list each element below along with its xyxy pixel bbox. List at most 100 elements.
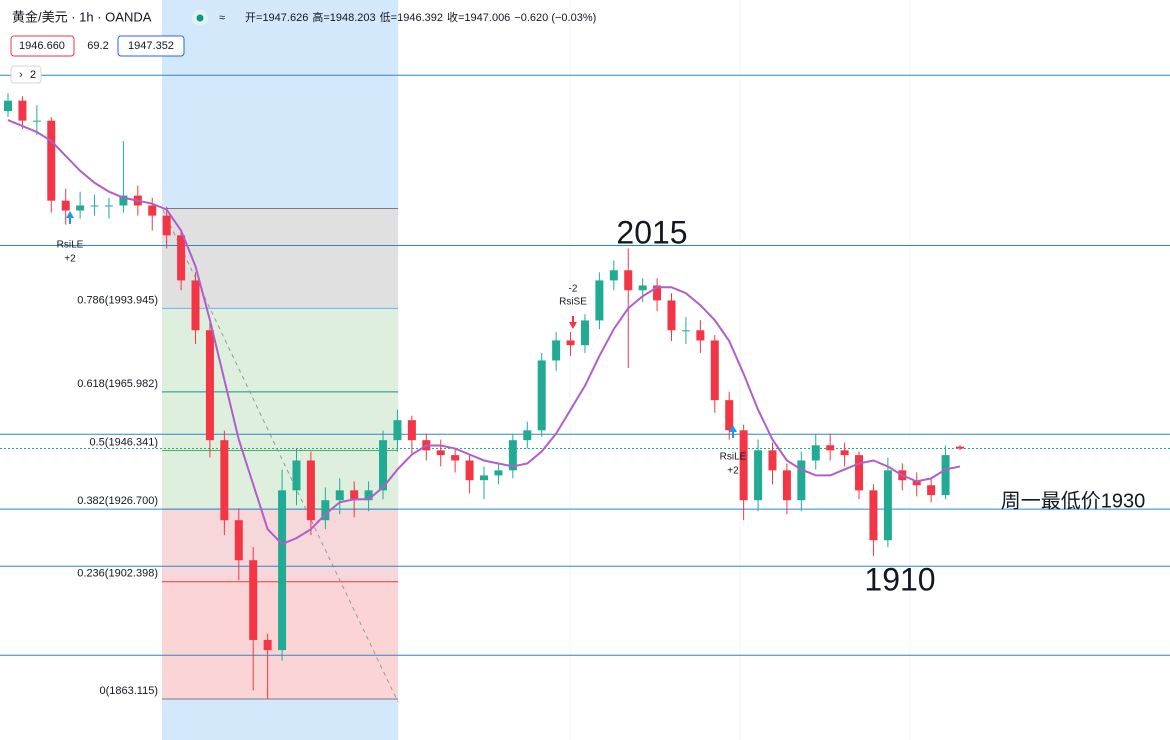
candle-body: [249, 560, 258, 640]
header: 黄金/美元 · 1h · OANDA ≈ 开= 1947.626 高= 1948.20…: [10, 9, 596, 84]
indicator-toggle[interactable]: [10, 65, 42, 84]
candle-body: [47, 120, 56, 201]
annotations: 2015 1910 周一最低价1930 RsiLE +2 RsiSE -2 RsiLE +2: [57, 211, 1146, 597]
candle-body: [523, 430, 532, 441]
candle-body: [32, 120, 41, 122]
candle-body: [162, 215, 171, 236]
candle-body: [595, 280, 604, 321]
candle-body: [653, 285, 662, 301]
candle-body: [4, 100, 12, 112]
signal-arrow: [66, 211, 74, 224]
candle-body: [739, 430, 748, 501]
indicator-count[interactable]: 2: [30, 69, 36, 81]
annotation: 2015: [616, 214, 687, 250]
candle-body: [667, 300, 676, 331]
candle-body: [869, 490, 878, 541]
candle-body: [696, 330, 705, 341]
ohlc-value: 1947.006: [464, 12, 510, 24]
candle-body: [234, 520, 243, 561]
signal-arrow: [729, 425, 737, 438]
candle-body: [537, 360, 546, 431]
candle-body: [177, 235, 186, 281]
candle-body: [306, 460, 315, 521]
signal-qty: +2: [727, 466, 739, 477]
candle-body: [912, 480, 921, 486]
buy-price[interactable]: 1947.352: [128, 40, 174, 52]
candle-body: [956, 446, 964, 449]
candle-body: [609, 270, 618, 281]
candle-body: [782, 470, 791, 501]
signal-qty: +2: [64, 254, 76, 265]
change: −0.620 (−0.03%): [514, 12, 596, 24]
candle-body: [76, 205, 85, 211]
candle-body: [205, 330, 214, 441]
candle-body: [797, 460, 806, 501]
candle-body: [840, 450, 849, 456]
candle-body: [393, 420, 402, 441]
symbol: 黄金/美元 · 1h · OANDA: [12, 9, 152, 24]
candle-body: [321, 500, 330, 521]
ohlc-label: 开=: [245, 12, 262, 24]
candle-body: [90, 205, 99, 207]
annotation: 1910: [864, 561, 935, 597]
candle-body: [350, 490, 359, 501]
candle-body: [681, 330, 690, 332]
candle-body: [148, 205, 157, 216]
candle-body: [725, 400, 734, 431]
candle-body: [768, 450, 777, 471]
candle-body: [754, 450, 763, 501]
signal-name: RsiLE: [720, 452, 747, 463]
signal-name: RsiLE: [57, 240, 84, 251]
candle-body: [119, 195, 128, 206]
candle-body: [335, 490, 344, 501]
fib-label: 0.5(1946.341): [90, 436, 159, 448]
fib-zone: [162, 308, 398, 392]
status-dot: [196, 14, 204, 22]
candle-body: [18, 100, 27, 121]
candle-body: [263, 639, 272, 651]
candle-body: [191, 280, 200, 331]
candle-body: [494, 470, 503, 476]
candle-body: [292, 460, 301, 491]
candle-body: [580, 320, 589, 346]
signal-name: RsiSE: [559, 297, 587, 308]
ohlc: 开= 1947.626 高= 1948.203 低= 1946.392 收= 1947.006…: [245, 10, 596, 24]
ohlc-label: 低=: [380, 11, 397, 24]
ohlc-value: 1946.392: [397, 12, 443, 24]
candle-body: [451, 455, 460, 461]
candle-body: [552, 340, 561, 361]
candle-body: [364, 490, 373, 501]
ohlc-value: 1947.626: [262, 12, 308, 24]
candle-body: [927, 485, 936, 496]
candle-body: [566, 340, 575, 346]
moving-average: [7, 119, 961, 546]
annotation: 周一最低价1930: [1001, 489, 1146, 512]
candle-body: [826, 445, 835, 451]
candle-body: [710, 340, 719, 401]
candle-body: [480, 475, 488, 481]
plot: [0, 74, 1170, 700]
sell-box[interactable]: [10, 35, 75, 57]
candle-body: [508, 440, 517, 471]
ohlc-value: 1948.203: [330, 12, 376, 24]
candle-body: [883, 470, 892, 541]
candle-body: [104, 205, 113, 207]
fib-label: 0.618(1965.982): [77, 378, 158, 390]
candle-body: [855, 455, 864, 491]
signal-arrow: [569, 316, 577, 329]
sell-price[interactable]: 1946.660: [19, 40, 65, 52]
fib-zone: [162, 391, 398, 451]
ohlc-label: 高=: [312, 10, 329, 24]
candle-body: [407, 420, 416, 441]
spread: 69.2: [87, 40, 108, 52]
status-icon: ≈: [219, 12, 225, 24]
fib-label: 0.786(1993.945): [77, 294, 158, 306]
candle-body: [220, 440, 229, 521]
candle-body: [61, 200, 70, 211]
candle-body: [436, 450, 445, 456]
buy-box[interactable]: [117, 35, 185, 57]
ohlc-label: 收=: [447, 10, 464, 24]
candle-body: [379, 440, 388, 491]
candle-body: [278, 490, 287, 651]
chevron[interactable]: ›: [19, 69, 23, 81]
